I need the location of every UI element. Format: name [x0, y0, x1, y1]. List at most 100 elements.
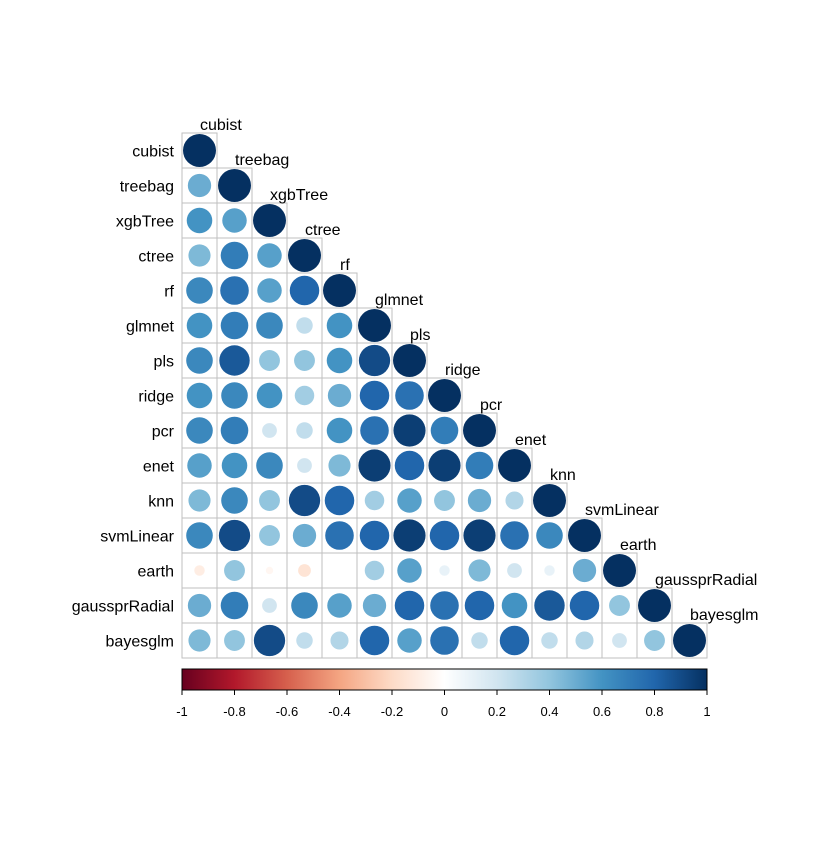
corr-circle-bayesglm-ridge: [430, 626, 459, 655]
corr-circle-earth-cubist: [194, 565, 205, 576]
col-label-glmnet: glmnet: [375, 292, 424, 309]
corr-circle-svmLinear-enet: [500, 521, 529, 550]
corr-circle-ridge-pls: [395, 381, 424, 410]
corr-circle-pcr-pls: [393, 414, 426, 447]
corr-circle-earth-earth: [603, 554, 636, 587]
corr-circle-knn-pcr: [467, 488, 492, 513]
colorbar-tick-label: -0.8: [223, 704, 245, 719]
row-label-pls: pls: [154, 354, 174, 371]
corr-circle-bayesglm-bayesglm: [673, 624, 706, 657]
corr-circle-ctree-treebag: [220, 241, 249, 270]
corr-circle-glmnet-ctree: [296, 317, 313, 334]
corr-circle-svmLinear-pcr: [463, 519, 496, 552]
corr-circle-knn-xgbTree: [259, 490, 280, 511]
row-labels: cubist treebag xgbTree ctree rf glmnet pls ridg…: [72, 144, 175, 651]
corr-circle-earth-xgbTree: [265, 566, 274, 575]
corr-circle-rf-ctree: [289, 275, 320, 306]
corr-circle-xgbTree-xgbTree: [253, 204, 286, 237]
corr-circle-ridge-treebag: [221, 382, 248, 409]
corr-circle-svmLinear-pls: [393, 519, 426, 552]
circles-layer: [183, 134, 706, 657]
col-label-rf: rf: [340, 257, 350, 274]
col-label-xgbTree: xgbTree: [270, 187, 328, 204]
corr-circle-pls-treebag: [219, 345, 250, 376]
corr-circle-earth-pcr: [468, 559, 491, 582]
colorbar-tick-label: -0.6: [276, 704, 298, 719]
corr-circle-svmLinear-knn: [536, 522, 563, 549]
col-label-enet: enet: [515, 432, 547, 449]
row-label-ridge: ridge: [138, 389, 174, 406]
corr-circle-treebag-treebag: [218, 169, 251, 202]
colorbar: -1 -0.8 -0.6 -0.4 -0.2 0 0.2 0.4 0.6 0.8 1: [176, 668, 711, 719]
corr-circle-glmnet-rf: [326, 312, 353, 339]
corr-circle-earth-glmnet: [364, 560, 385, 581]
corr-circle-pcr-pcr: [463, 414, 496, 447]
corr-circle-ridge-xgbTree: [256, 382, 283, 409]
corr-circle-earth-pls: [397, 558, 422, 583]
col-label-pls: pls: [410, 327, 430, 344]
corr-circle-gaussprRadial-ctree: [291, 592, 318, 619]
corr-circle-knn-treebag: [221, 487, 248, 514]
corr-circle-enet-treebag: [221, 452, 248, 479]
col-label-earth: earth: [620, 537, 656, 554]
corr-circle-gaussprRadial-gaussprRadial: [638, 589, 671, 622]
corr-circle-enet-xgbTree: [256, 452, 283, 479]
corr-circle-ctree-xgbTree: [257, 243, 282, 268]
corr-circle-glmnet-glmnet: [358, 309, 391, 342]
row-label-pcr: pcr: [152, 424, 175, 441]
corr-circle-bayesglm-earth: [612, 633, 627, 648]
corr-circle-pls-ctree: [294, 350, 315, 371]
corr-circle-earth-svmLinear: [572, 558, 597, 583]
corr-circle-bayesglm-glmnet: [359, 625, 390, 656]
corr-circle-svmLinear-treebag: [218, 519, 251, 552]
corr-circle-enet-rf: [328, 454, 351, 477]
corr-circle-gaussprRadial-enet: [501, 592, 528, 619]
corr-circle-svmLinear-cubist: [186, 522, 213, 549]
corr-circle-svmLinear-xgbTree: [259, 525, 280, 546]
col-label-knn: knn: [550, 467, 576, 484]
colorbar-tick-label: 0.8: [645, 704, 663, 719]
corr-circle-ridge-ridge: [428, 379, 461, 412]
corr-circle-bayesglm-knn: [541, 632, 558, 649]
corr-circle-rf-treebag: [220, 276, 249, 305]
col-label-ridge: ridge: [445, 362, 481, 379]
corr-circle-knn-cubist: [188, 489, 211, 512]
corr-circle-bayesglm-pcr: [471, 632, 488, 649]
corr-circle-knn-knn: [533, 484, 566, 517]
col-label-svmLinear: svmLinear: [585, 502, 659, 519]
corr-circle-gaussprRadial-knn: [534, 590, 565, 621]
row-label-gaussprRadial: gaussprRadial: [72, 599, 174, 616]
row-label-svmLinear: svmLinear: [100, 529, 174, 546]
cell-earth-rf: [321, 552, 358, 589]
corr-circle-enet-ctree: [297, 458, 312, 473]
corr-circle-gaussprRadial-cubist: [187, 593, 212, 618]
corr-circle-enet-glmnet: [358, 449, 391, 482]
corr-circle-pcr-cubist: [186, 417, 213, 444]
corr-circle-cubist-cubist: [183, 134, 216, 167]
corr-circle-gaussprRadial-svmLinear: [569, 590, 600, 621]
corr-circle-pcr-glmnet: [360, 416, 389, 445]
corr-circle-knn-glmnet: [364, 490, 385, 511]
corr-circle-rf-xgbTree: [257, 278, 282, 303]
corr-circle-bayesglm-treebag: [224, 630, 245, 651]
corr-circle-enet-ridge: [428, 449, 461, 482]
corr-circle-bayesglm-gaussprRadial: [644, 630, 665, 651]
col-label-pcr: pcr: [480, 397, 503, 414]
colorbar-tick-label: -0.4: [328, 704, 350, 719]
corr-circle-enet-cubist: [187, 453, 212, 478]
col-label-treebag: treebag: [235, 152, 289, 169]
corr-circle-earth-knn: [544, 565, 555, 576]
corr-circle-ridge-cubist: [186, 382, 213, 409]
corr-circle-gaussprRadial-pls: [394, 590, 425, 621]
corr-circle-bayesglm-cubist: [188, 629, 211, 652]
corr-circle-svmLinear-glmnet: [359, 520, 390, 551]
corr-circle-gaussprRadial-earth: [609, 595, 630, 616]
colorbar-tick-label: -0.2: [381, 704, 403, 719]
corr-circle-ridge-glmnet: [359, 380, 390, 411]
corr-circle-pcr-rf: [326, 417, 353, 444]
corr-circle-rf-rf: [323, 274, 356, 307]
corr-circle-bayesglm-enet: [499, 625, 530, 656]
row-label-treebag: treebag: [120, 179, 174, 196]
